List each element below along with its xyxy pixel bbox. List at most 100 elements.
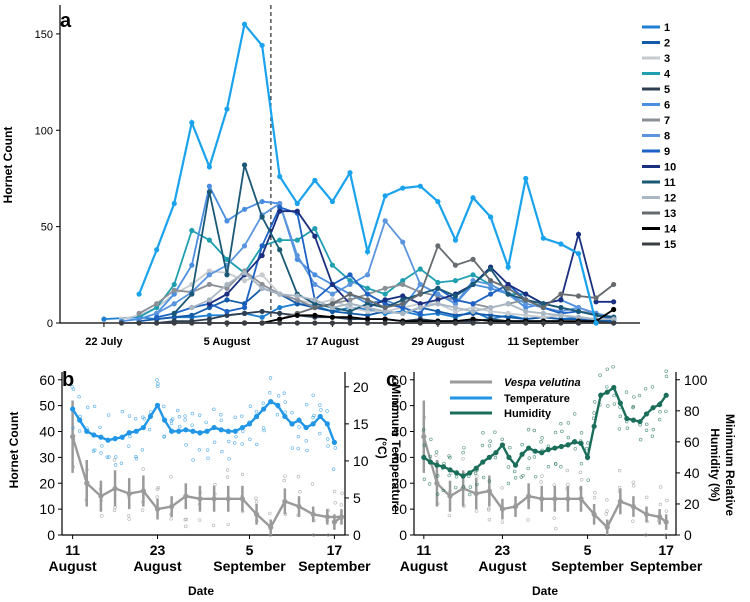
series-point-7 [154,301,160,307]
panel-c-point-humidity [637,419,643,425]
series-point-8 [382,218,388,224]
series-point-8 [364,272,371,278]
series-point-9 [470,301,476,307]
panel-b-point-temperature [289,421,295,427]
panel-b-obs-point [197,413,202,417]
panel-c-obs-point [554,526,558,531]
panel-c-point-humidity [650,405,656,411]
panel-c-obs-point [520,442,524,447]
panel-b-x-tick-day: 11 [65,542,80,558]
series-point-13 [488,278,494,284]
series-point-4 [277,237,283,243]
panel-b-obs-point [155,495,159,499]
series-point-10 [382,297,388,303]
panel-b-point-vespa-velutina [268,524,274,530]
panel-b-obs-point [113,463,118,467]
panel-b-obs-point [220,449,224,454]
panel-b-obs-point [77,395,81,399]
panel-b-point-vespa-velutina [183,493,189,499]
panel-b-obs-point [290,446,295,450]
panel-b-obs-point [248,437,252,442]
series-point-1 [206,312,212,318]
series-point-4 [470,272,476,278]
panel-b-obs-point [191,458,195,462]
series-point-total [540,235,546,241]
legend-a-label-4: 4 [664,69,671,81]
panel-b-point-temperature [126,430,132,436]
panel-b-point-temperature [268,399,274,405]
panel-b-obs-point [296,475,301,479]
series-point-11 [206,189,212,195]
panel-b-point-temperature [303,424,309,431]
panel-b-obs-point [112,458,117,462]
panel-c-point-humidity [440,464,447,470]
panel-b-point-temperature [77,417,83,423]
series-point-15 [241,320,248,326]
series-point-5 [224,312,230,318]
series-point-9 [154,314,160,320]
series-point-total [312,177,318,183]
panel-b-obs-point [162,435,166,439]
series-point-15 [312,320,318,326]
series-point-15 [470,320,476,326]
series-point-4 [417,266,423,272]
panel-b-obs-point [298,490,302,494]
panel-c-obs-point [500,520,505,524]
panel-c-obs-point [560,429,564,434]
panel-c-point-vespa-velutina [434,480,440,486]
panel-b-obs-point [226,522,230,527]
panel-b-obs-point [98,425,102,430]
panel-c-obs-point [604,512,608,516]
panel-c-obs-point [493,455,498,460]
series-point-13 [417,291,423,297]
panel-b-obs-point [156,382,160,386]
panel-c-x-tick-day: 11 [416,542,431,558]
panel-b-obs-point [262,428,266,433]
series-point-total [329,198,336,205]
series-point-8 [488,281,494,288]
panel-c-y2-tick-label: 60 [684,434,700,450]
panel-c-point-humidity [611,384,617,391]
panel-b-y-tick-label: 10 [39,501,55,517]
panel-b-obs-point [156,384,160,388]
series-point-4 [452,278,459,284]
panel-b-x-tick-month: August [133,558,182,574]
panel-c-axes: 010203040506002040608010011August23Augus… [391,372,707,574]
series-point-7 [206,281,212,288]
series-point-12 [312,297,318,303]
panel-b-point-temperature [232,428,238,434]
series-point-6 [523,304,529,311]
panel-b-obs-point [120,409,125,414]
series-point-11 [224,272,230,278]
series-point-total [189,119,195,126]
panel-b-obs-point [296,434,301,439]
panel-c-obs-point [532,428,536,433]
legend-a-label-12: 12 [664,193,676,205]
series-point-13 [505,285,511,291]
panel-c-x-tick-day: 23 [495,542,511,558]
panel-b-y-tick-label: 20 [39,475,55,491]
panel-b-point-vespa-velutina [70,434,76,440]
panel-a-x-tick-label: 17 August [306,336,359,348]
panel-c-obs-point [644,533,648,537]
panel-b-obs-point [304,402,309,407]
panel-b-obs-point [326,533,330,537]
panel-c-point-humidity [499,442,506,448]
panel-b-obs-point [332,489,337,494]
panel-b-obs-point [276,394,281,398]
series-point-total [206,164,212,170]
series-point-2 [171,314,177,320]
series-point-2 [435,308,441,315]
panel-b-obs-point [140,448,145,452]
panel-b: b Hornet Count Minimum Temperature (°C) … [7,369,403,598]
panel-b-obs-point [178,424,182,429]
panel-b-axes: 01020304050600510152011August23August5Se… [39,372,371,574]
series-point-total [136,291,142,297]
series-point-total [558,241,564,247]
panel-b-obs-point [283,410,287,414]
panel-b-obs-point [310,482,315,486]
series-point-4 [382,291,388,297]
panel-c-obs-point [643,387,648,391]
series-point-3 [523,312,529,318]
panel-b-obs-point [92,404,97,409]
